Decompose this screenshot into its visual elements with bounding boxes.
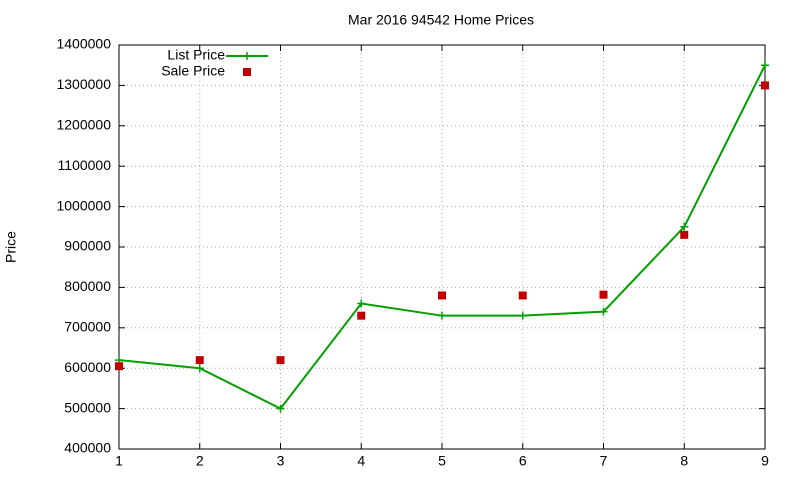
point-marker: [761, 61, 769, 70]
point-marker: [115, 362, 123, 371]
x-tick-label: 2: [196, 453, 204, 469]
point-marker: [195, 356, 204, 365]
y-tick-label: 700000: [64, 319, 111, 335]
point-marker: [518, 311, 527, 320]
point-marker: [680, 230, 689, 239]
point-marker: [357, 311, 366, 320]
y-tick-label: 1100000: [58, 157, 112, 173]
x-tick-label: 6: [519, 453, 527, 469]
x-tick-label: 5: [438, 453, 446, 469]
y-tick-label: 1400000: [56, 36, 111, 52]
point-marker: [599, 307, 608, 316]
y-tick-label: 500000: [64, 399, 111, 415]
point-marker: [438, 291, 446, 300]
y-axis-label: Price: [3, 231, 19, 263]
legend-marker: [243, 68, 251, 76]
plot-frame: [118, 44, 766, 450]
x-tick-label: 9: [761, 453, 769, 469]
legend-marker: [243, 52, 251, 60]
point-marker: [276, 404, 285, 413]
point-marker: [518, 291, 527, 300]
point-marker: [438, 311, 446, 320]
y-tick-label: 400000: [64, 440, 111, 456]
legend-label: List Price: [167, 47, 225, 63]
y-tick-label: 900000: [64, 238, 111, 254]
x-tick-label: 8: [680, 453, 688, 469]
point-marker: [357, 299, 366, 308]
chart-title: Mar 2016 94542 Home Prices: [348, 12, 534, 28]
x-tick-label: 7: [600, 453, 608, 469]
y-tick-label: 600000: [64, 359, 111, 375]
y-tick-label: 1000000: [56, 197, 111, 213]
point-marker: [276, 356, 285, 365]
x-tick-label: 1: [115, 453, 123, 469]
x-tick-label: 3: [277, 453, 285, 469]
y-tick-label: 1200000: [56, 117, 111, 133]
point-marker: [599, 290, 608, 299]
y-tick-label: 1300000: [56, 76, 111, 92]
point-marker: [195, 364, 204, 373]
legend-label: Sale Price: [161, 63, 225, 79]
y-tick-label: 800000: [64, 278, 111, 294]
point-marker: [761, 81, 769, 90]
point-marker: [680, 222, 689, 231]
x-tick-label: 4: [357, 453, 365, 469]
